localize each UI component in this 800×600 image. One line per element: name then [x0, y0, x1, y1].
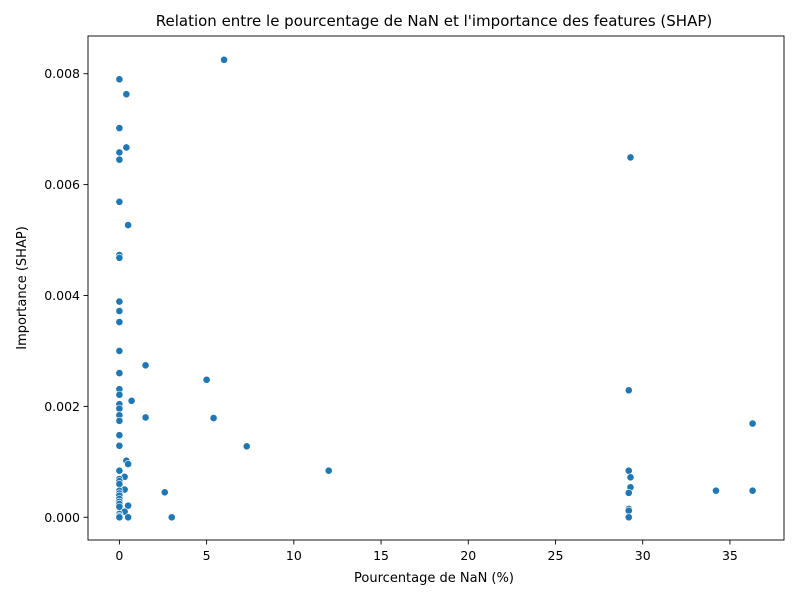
- data-point: [748, 419, 757, 428]
- data-point: [167, 513, 176, 522]
- data-point: [115, 148, 124, 157]
- data-point: [242, 442, 251, 451]
- x-tick-label: 5: [203, 548, 211, 563]
- data-point: [115, 124, 124, 132]
- data-point: [624, 506, 633, 515]
- data-point: [626, 153, 635, 162]
- data-point: [124, 460, 133, 468]
- y-axis-label: Importance (SHAP): [15, 226, 30, 350]
- y-tick-label: 0.000: [44, 510, 80, 525]
- data-point: [115, 253, 124, 262]
- plot-frame: [87, 35, 785, 541]
- y-tick-label: 0.002: [44, 399, 80, 414]
- data-point: [748, 486, 757, 495]
- data-point: [115, 297, 124, 306]
- data-point: [141, 413, 150, 422]
- x-tick-label: 20: [460, 548, 476, 563]
- data-point: [115, 75, 124, 84]
- x-axis-label: Pourcentage de NaN (%): [354, 571, 514, 586]
- data-point: [141, 361, 150, 370]
- x-tick-label: 25: [548, 548, 564, 563]
- data-point: [115, 441, 124, 450]
- data-point: [202, 375, 211, 384]
- data-point: [115, 155, 124, 164]
- data-point: [160, 488, 169, 497]
- data-point: [115, 347, 124, 355]
- chart-title: Relation entre le pourcentage de NaN et …: [156, 12, 713, 30]
- data-point: [124, 501, 133, 510]
- x-tick-label: 0: [115, 548, 123, 563]
- data-point: [712, 486, 720, 495]
- x-tick-label: 10: [286, 548, 302, 563]
- x-axis: 0 5 10 15 20 25 30 35: [115, 540, 738, 563]
- data-point: [115, 197, 124, 206]
- data-point: [220, 55, 228, 64]
- data-point: [115, 390, 124, 399]
- points-layer: [115, 55, 757, 522]
- y-tick-label: 0.006: [44, 177, 80, 192]
- y-axis: 0.000 0.002 0.004 0.006 0.008: [44, 66, 88, 525]
- x-tick-label: 15: [373, 548, 389, 563]
- data-point: [115, 318, 124, 326]
- data-point: [115, 404, 124, 413]
- data-point: [209, 414, 218, 422]
- data-point: [124, 513, 133, 522]
- data-point: [624, 386, 633, 395]
- data-point: [115, 431, 124, 440]
- data-point: [624, 513, 633, 522]
- data-point: [626, 473, 635, 482]
- data-point: [115, 369, 124, 378]
- data-point: [115, 480, 124, 488]
- y-tick-label: 0.008: [44, 66, 80, 81]
- data-point: [115, 307, 124, 315]
- data-point: [122, 90, 131, 99]
- data-point: [324, 466, 333, 475]
- data-point: [127, 396, 136, 405]
- x-tick-label: 30: [635, 548, 651, 563]
- data-point: [122, 143, 131, 152]
- data-point: [115, 416, 124, 425]
- data-point: [624, 466, 633, 475]
- y-tick-label: 0.004: [44, 288, 80, 303]
- x-tick-label: 35: [722, 548, 738, 563]
- data-point: [624, 488, 633, 497]
- data-point: [115, 466, 124, 475]
- data-point: [124, 221, 133, 229]
- data-point: [115, 513, 124, 522]
